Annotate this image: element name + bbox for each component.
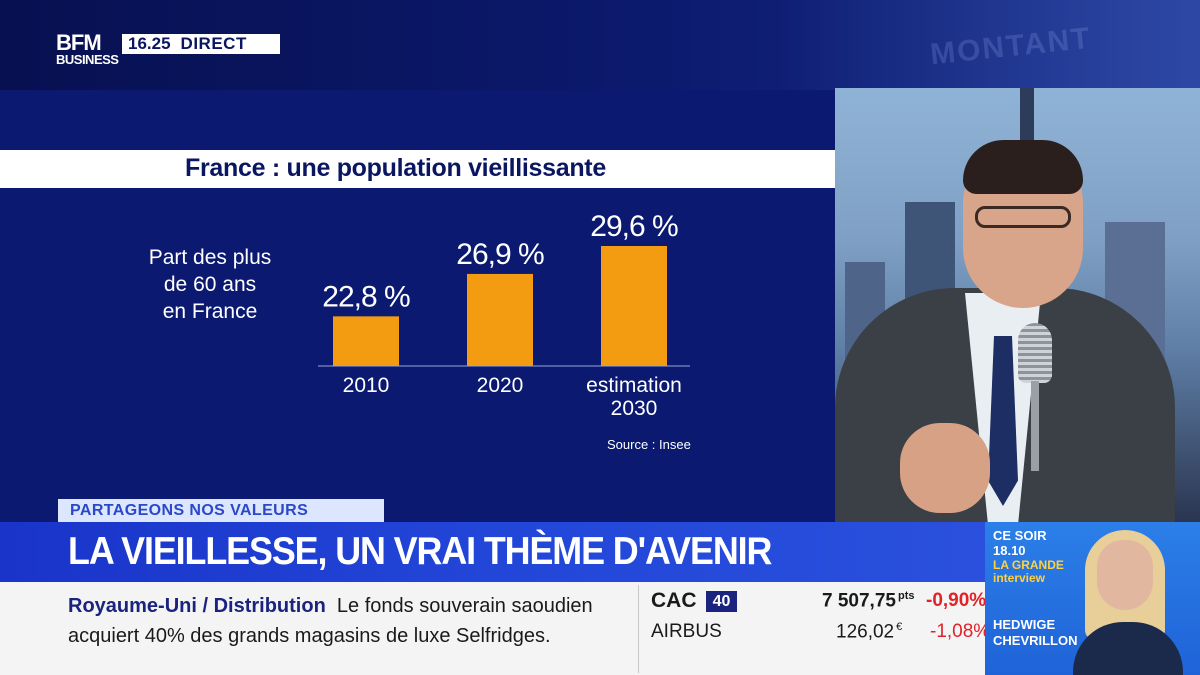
category-label-2: 2030: [611, 397, 658, 420]
ticker-bar: [0, 582, 985, 675]
promo-guest: HEDWIGE CHEVRILLON: [993, 617, 1078, 649]
clock-time: 16.25: [128, 34, 171, 53]
category-label-2: estimation: [586, 374, 682, 397]
news-category: Royaume-Uni / Distribution: [68, 595, 326, 617]
promo-name1: HEDWIGE: [993, 617, 1056, 632]
bar-1: [467, 273, 533, 366]
market-name-cac: CAC: [651, 589, 697, 612]
live-label: DIRECT: [180, 34, 247, 53]
logo-line2: BUSINESS: [56, 52, 119, 67]
market-value-airbus: 126,02 €: [836, 621, 902, 643]
chart-title: France : une population vieillissante: [185, 154, 606, 182]
market-change-airbus: -1,08%: [930, 621, 991, 642]
promo-line1: CE SOIR: [993, 528, 1047, 543]
guest-face: [1097, 540, 1153, 610]
chart-source: Source : Insee: [607, 437, 691, 452]
logo-line1: BFM: [56, 30, 102, 55]
promo-line2: 18.10: [993, 543, 1026, 558]
market-value-cac: 7 507,75 pts: [822, 590, 914, 612]
microphone-icon: [1018, 323, 1052, 383]
presenter-hair: [963, 140, 1083, 194]
value-unit: €: [896, 621, 903, 633]
bar-value-label-1: 26,9 %: [456, 238, 544, 271]
y-label-line: en France: [162, 300, 258, 323]
value-number: 126,02: [836, 621, 895, 643]
news-ticker: Royaume-Uni / Distribution Le fonds souv…: [68, 591, 633, 651]
bar-0: [333, 316, 399, 366]
live-time-box: 16.25 DIRECT: [122, 34, 280, 54]
value-number: 7 507,75: [822, 590, 896, 612]
promo-line4: interview: [993, 571, 1046, 585]
presenter-video: [835, 88, 1200, 522]
ticker-divider: [638, 585, 639, 673]
banner-glow: [780, 0, 1200, 90]
presenter-hands: [900, 423, 990, 513]
news-text-line1: Le fonds souverain saoudien: [336, 595, 593, 617]
channel-logo: BFM BUSINESS: [56, 30, 120, 67]
presenter-tie: [988, 336, 1018, 506]
market-badge-cac: 40: [706, 591, 737, 612]
promo-box: CE SOIR 18.10 LA GRANDE interview HEDWIG…: [985, 522, 1200, 675]
headline-text: LA VIEILLESSE, UN VRAI THÈME D'AVENIR: [68, 530, 772, 573]
segment-tag: PARTAGEONS NOS VALEURS: [58, 499, 384, 522]
bar-2: [601, 246, 667, 366]
promo-time: CE SOIR 18.10: [993, 528, 1046, 558]
y-label-line: de 60 ans: [163, 273, 257, 296]
news-text-line2: acquiert 40% des grands magasins de luxe…: [68, 625, 551, 647]
presenter-glasses: [975, 206, 1071, 228]
promo-line3: LA GRANDE: [993, 558, 1064, 572]
headline-bar: LA VIEILLESSE, UN VRAI THÈME D'AVENIR: [0, 522, 985, 582]
category-label-1: 2020: [477, 374, 524, 397]
chart-title-bar: France : une population vieillissante: [0, 150, 835, 188]
chart-y-label: Part des plus de 60 ans en France: [128, 244, 292, 325]
value-unit: pts: [897, 590, 915, 602]
y-label-line: Part des plus: [148, 246, 272, 269]
bar-value-label-2: 29,6 %: [590, 210, 678, 243]
promo-name2: CHEVRILLON: [993, 633, 1078, 648]
market-name-airbus: AIRBUS: [651, 621, 722, 642]
bar-value-label-0: 22,8 %: [322, 280, 410, 313]
category-label-0: 2010: [343, 374, 390, 397]
market-change-cac: -0,90%: [926, 590, 987, 611]
promo-show: LA GRANDE interview: [993, 559, 1064, 585]
microphone-stand: [1031, 381, 1039, 471]
